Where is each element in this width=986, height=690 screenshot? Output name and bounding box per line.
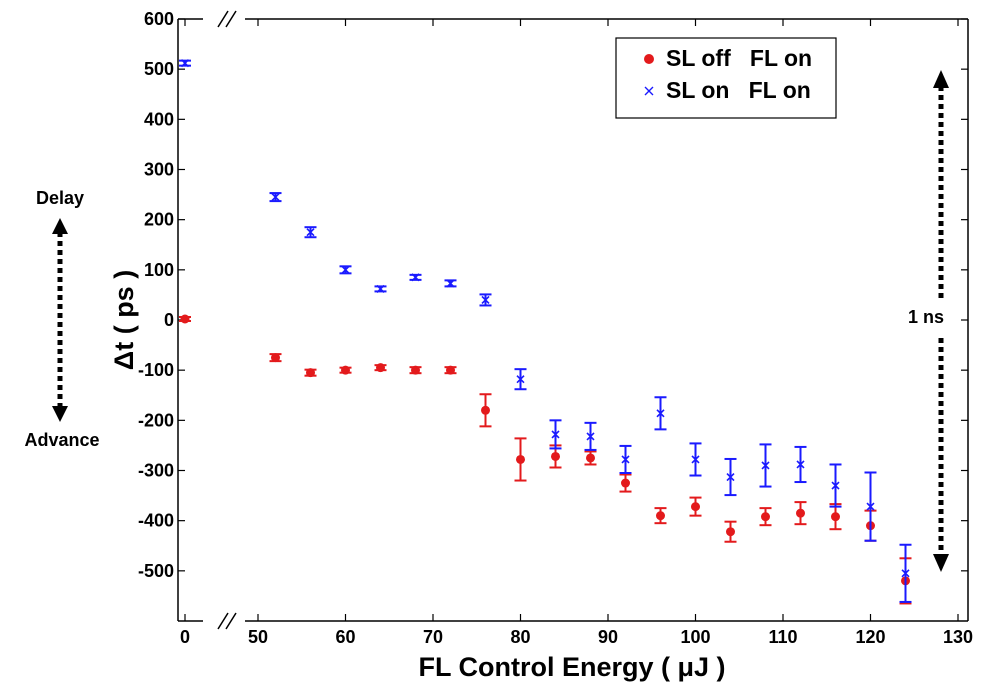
data-point [481, 405, 490, 415]
x-tick-label: 90 [598, 627, 618, 647]
data-point [866, 502, 875, 511]
y-axis-title: Δt ( ps ) [109, 270, 139, 370]
data-point [831, 481, 840, 490]
y-tick-label: 600 [144, 9, 174, 29]
y-tick-label: 500 [144, 59, 174, 79]
data-point [831, 512, 840, 522]
data-point [796, 460, 805, 469]
arrow-head-up [52, 218, 68, 234]
x-tick-label: 110 [768, 627, 797, 647]
data-point [446, 279, 455, 288]
data-point [691, 455, 700, 464]
data-point [901, 569, 910, 578]
y-tick-label: 400 [144, 109, 174, 129]
data-point [341, 365, 350, 375]
y-tick-label: -100 [138, 360, 174, 380]
x-axis-title: FL Control Energy ( μJ ) [418, 652, 725, 682]
data-point [180, 59, 190, 68]
arrow-head-down [933, 554, 949, 572]
data-point [180, 314, 190, 324]
axis-break-mark [217, 612, 229, 630]
data-point [656, 511, 665, 521]
tick-labels: 600 500 400 300 200 100 0 -100 -200 -300 -400 -500 0… [138, 9, 973, 647]
y-tick-label: 0 [164, 310, 174, 330]
data-point [376, 363, 385, 373]
data-point [481, 295, 490, 304]
series-sl-on-fl-on [179, 59, 912, 603]
data-point [761, 461, 770, 470]
data-point [271, 353, 280, 363]
data-point [341, 265, 350, 274]
data-point [306, 228, 315, 237]
x-tick-label: 80 [510, 627, 530, 647]
legend: SL off FL on SL on FL on [615, 37, 837, 119]
y-tick-label: 200 [144, 210, 174, 230]
scale-bar-label: 1 ns [908, 307, 944, 327]
x-tick-label: 0 [180, 627, 190, 647]
data-point [726, 527, 735, 537]
data-point [271, 193, 280, 202]
legend-box [615, 37, 837, 119]
x-tick-label: 70 [423, 627, 443, 647]
data-point [551, 430, 560, 439]
data-point [411, 365, 420, 375]
legend-label: SL off FL on [666, 45, 812, 71]
data-point [621, 455, 630, 464]
arrow-head-up [933, 70, 949, 88]
series-sl-off-fl-on [179, 314, 912, 605]
data-point [796, 508, 805, 518]
data-point [376, 284, 385, 293]
legend-label: SL on FL on [666, 77, 811, 103]
data-point [411, 273, 420, 282]
data-point [551, 451, 560, 461]
legend-marker-x [644, 86, 654, 96]
data-point [621, 478, 630, 488]
y-tick-label: -400 [138, 511, 174, 531]
axes [177, 10, 969, 630]
data-point [761, 512, 770, 522]
plot-area [179, 59, 912, 605]
y-tick-label: 300 [144, 160, 174, 180]
x-tick-label: 120 [855, 627, 885, 647]
data-point [516, 375, 525, 384]
data-point [446, 365, 455, 375]
x-tick-label: 130 [943, 627, 973, 647]
y-tick-label: -500 [138, 561, 174, 581]
x-tick-label: 100 [680, 627, 710, 647]
data-point [586, 432, 595, 441]
legend-marker-circle [644, 54, 654, 64]
y-tick-label: -200 [138, 410, 174, 430]
x-tick-label: 50 [248, 627, 268, 647]
axis-break-mark [225, 10, 237, 28]
arrow-head-down [52, 406, 68, 422]
data-point [306, 368, 315, 378]
data-point [691, 502, 700, 512]
data-point [656, 409, 665, 418]
axis-break-mark [217, 10, 229, 28]
data-point [586, 453, 595, 463]
data-point [516, 454, 525, 464]
y-tick-label: -300 [138, 461, 174, 481]
y-tick-label: 100 [144, 260, 174, 280]
data-point [726, 472, 735, 482]
axis-break-mark [225, 612, 237, 630]
annotations [52, 70, 949, 572]
x-tick-label: 60 [335, 627, 355, 647]
advance-label: Advance [24, 430, 99, 450]
delay-label: Delay [36, 188, 84, 208]
